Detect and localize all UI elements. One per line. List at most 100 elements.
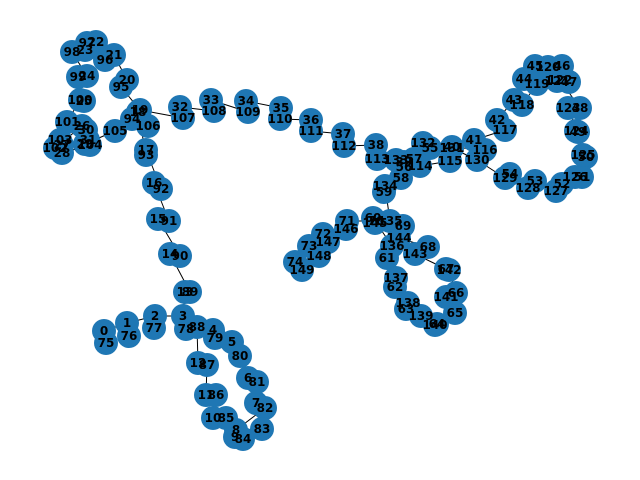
node-137 [384,266,408,290]
node-label-27: 27 [54,138,71,152]
node-label-70: 70 [368,214,385,228]
node-79 [203,326,227,350]
node-label-149: 149 [289,263,314,277]
node-145 [363,211,387,235]
node-label-91: 91 [161,214,178,228]
node-143 [403,242,427,266]
node-133 [384,148,408,172]
node-label-96: 96 [97,53,114,67]
node-75 [94,331,118,355]
node-label-76: 76 [121,329,138,343]
node-label-106: 106 [135,119,160,133]
node-label-63: 63 [398,302,415,316]
node-label-121: 121 [544,74,569,88]
node-label-81: 81 [249,375,266,389]
node-132 [411,131,435,155]
node-label-43: 43 [506,93,523,107]
node-label-116: 116 [472,143,497,157]
node-label-84: 84 [235,432,252,446]
node-128 [516,176,540,200]
node-label-52: 52 [554,177,571,191]
node-label-89: 89 [182,285,199,299]
node-label-136: 136 [379,239,404,253]
node-label-23: 23 [77,43,94,57]
node-95 [109,75,133,99]
node-label-68: 68 [420,240,437,254]
node-label-145: 145 [362,216,387,230]
node-label-48: 48 [572,101,589,115]
node-87 [195,353,219,377]
node-label-7: 7 [252,396,260,410]
node-label-55: 55 [422,141,439,155]
node-146 [334,217,358,241]
node-label-95: 95 [113,80,130,94]
node-label-105: 105 [102,124,127,138]
node-label-85: 85 [218,411,235,425]
node-label-129: 129 [492,171,517,185]
node-label-110: 110 [267,112,292,126]
node-127 [544,179,568,203]
node-label-61: 61 [379,251,396,265]
node-label-119: 119 [524,77,549,91]
node-label-135: 135 [377,214,402,228]
node-label-126: 126 [562,170,587,184]
node-105 [103,119,127,143]
node-label-42: 42 [489,113,506,127]
node-label-9: 9 [231,430,239,444]
node-label-124: 124 [563,124,588,138]
node-label-66: 66 [448,286,465,300]
node-label-35: 35 [273,101,290,115]
node-149 [290,258,314,282]
node-126 [563,165,587,189]
node-131 [440,136,464,160]
node-label-103: 103 [47,133,72,147]
node-label-125: 125 [570,148,595,162]
node-122 [548,68,572,92]
node-86 [204,383,228,407]
node-label-97: 97 [79,36,96,50]
node-label-71: 71 [339,214,356,228]
node-label-36: 36 [303,113,320,127]
node-129 [493,166,517,190]
node-label-127: 127 [543,184,568,198]
node-label-17: 17 [138,143,155,157]
node-label-13: 13 [177,285,194,299]
node-label-111: 111 [298,124,323,138]
node-label-82: 82 [257,401,274,415]
node-134 [373,174,397,198]
node-label-32: 32 [172,100,189,114]
node-label-115: 115 [437,154,462,168]
node-label-144: 144 [386,231,411,245]
node-label-117: 117 [492,123,517,137]
node-109 [236,100,260,124]
node-label-147: 147 [315,235,340,249]
node-81 [245,370,269,394]
node-label-133: 133 [383,153,408,167]
node-90 [168,244,192,268]
node-93 [134,143,158,167]
node-108 [202,99,226,123]
node-101 [55,110,79,134]
node-141 [434,285,458,309]
node-144 [387,226,411,250]
node-89 [178,280,202,304]
node-label-20: 20 [119,73,136,87]
node-118 [510,93,534,117]
node-label-122: 122 [547,73,572,87]
node-106 [136,114,160,138]
node-label-142: 142 [436,263,461,277]
node-label-69: 69 [395,219,412,233]
node-label-31: 31 [80,133,97,147]
node-label-98: 98 [64,45,81,59]
node-label-24: 24 [79,69,96,83]
node-label-26: 26 [74,119,91,133]
node-label-78: 78 [178,322,195,336]
node-98 [60,40,84,64]
node-label-90: 90 [172,249,189,263]
node-85 [214,406,238,430]
node-label-0: 0 [100,324,108,338]
node-111 [299,119,323,143]
node-label-77: 77 [146,321,163,335]
node-label-37: 37 [335,127,352,141]
node-110 [268,107,292,131]
